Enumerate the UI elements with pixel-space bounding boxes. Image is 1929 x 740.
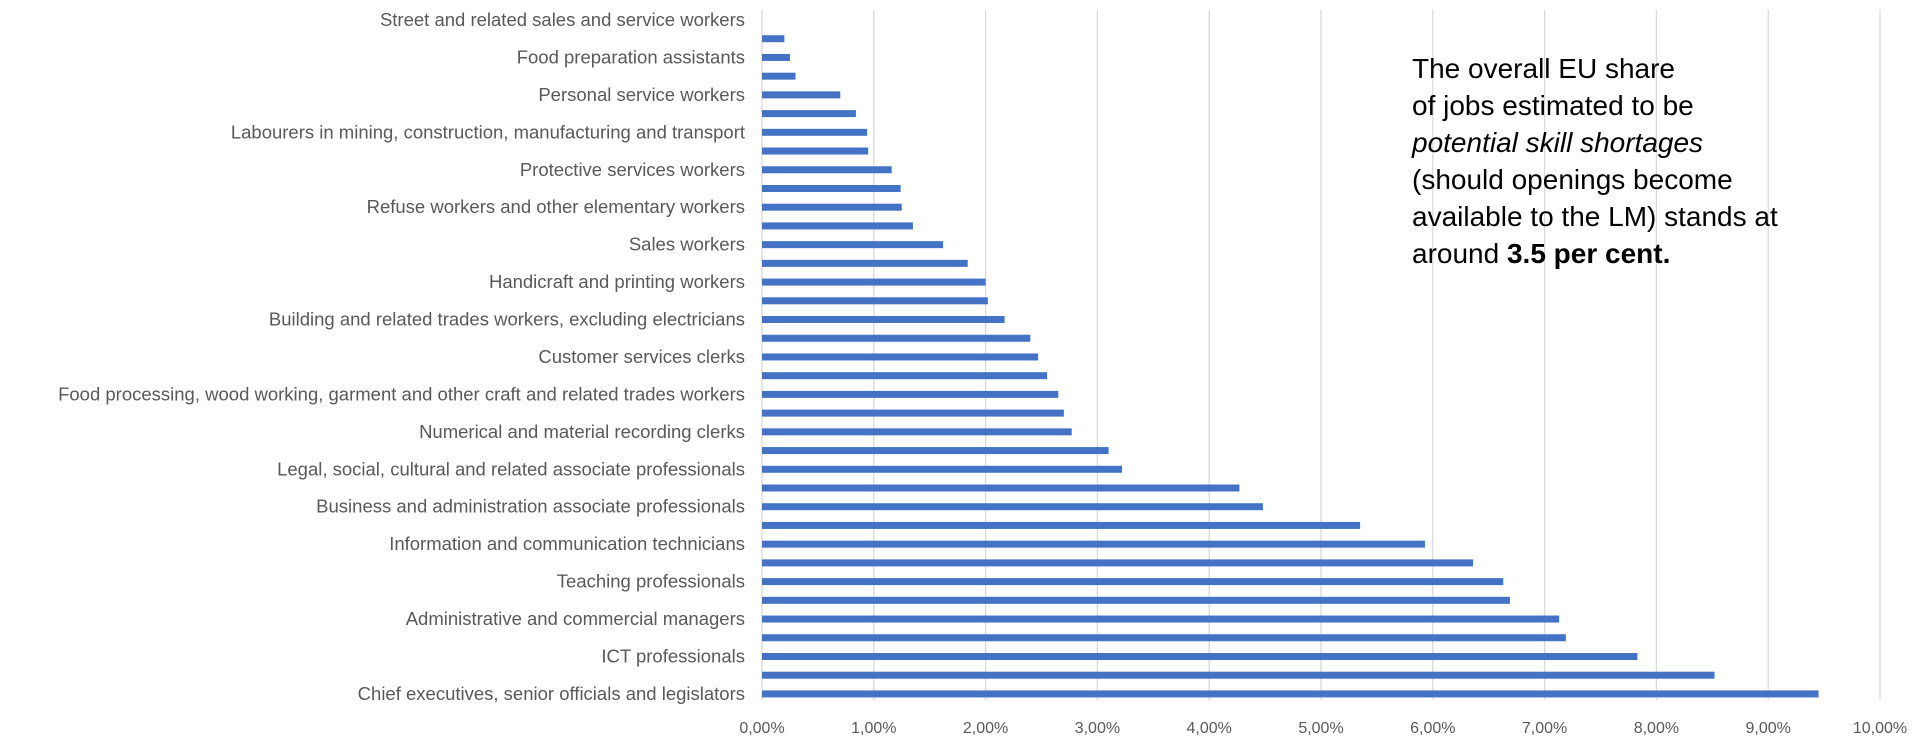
bar	[762, 110, 856, 118]
bar	[762, 147, 869, 155]
x-tick-label: 7,00%	[1522, 720, 1567, 737]
bar	[762, 540, 1425, 548]
category-label: Food preparation assistants	[517, 46, 745, 67]
bar	[762, 166, 892, 174]
category-label: Labourers in mining, construction, manuf…	[231, 121, 745, 142]
category-label: Protective services workers	[520, 159, 745, 180]
category-label: Sales workers	[629, 234, 745, 255]
category-label: Street and related sales and service wor…	[380, 9, 745, 30]
bar	[762, 596, 1510, 604]
x-tick-label: 5,00%	[1298, 720, 1343, 737]
bar	[762, 634, 1566, 642]
category-label: Food processing, wood working, garment a…	[58, 383, 745, 404]
bar	[762, 503, 1263, 511]
category-label: Refuse workers and other elementary work…	[367, 196, 745, 217]
x-tick-label: 10,00%	[1853, 720, 1907, 737]
bar	[762, 690, 1819, 698]
category-label: Legal, social, cultural and related asso…	[277, 458, 745, 479]
x-tick-label: 2,00%	[963, 720, 1008, 737]
category-label: Information and communication technician…	[389, 533, 745, 554]
category-label: Chief executives, senior officials and l…	[358, 683, 745, 704]
x-tick-label: 0,00%	[739, 720, 784, 737]
bar	[762, 372, 1048, 380]
category-label: Handicraft and printing workers	[489, 271, 745, 292]
chart-annotation: The overall EU share of jobs estimated t…	[1412, 50, 1882, 272]
bar	[762, 334, 1031, 342]
bar	[762, 316, 1005, 324]
annotation-line-4: (should openings become	[1412, 164, 1733, 195]
annotation-line-6-prefix: around	[1412, 238, 1507, 269]
category-labels: Street and related sales and service wor…	[58, 9, 745, 704]
category-label: Administrative and commercial managers	[406, 608, 745, 629]
bar	[762, 578, 1504, 586]
x-tick-label: 1,00%	[851, 720, 896, 737]
bar	[762, 484, 1240, 492]
bar	[762, 278, 986, 286]
x-tick-label: 3,00%	[1075, 720, 1120, 737]
category-label: Personal service workers	[538, 84, 745, 105]
bar	[762, 35, 785, 43]
bar	[762, 72, 796, 80]
category-label: Numerical and material recording clerks	[419, 421, 745, 442]
x-axis-tick-labels: 0,00% 1,00% 2,00% 3,00% 4,00% 5,00% 6,00% 7,00%…	[739, 720, 1907, 737]
bar	[762, 128, 868, 136]
bar	[762, 390, 1059, 398]
category-label: Business and administration associate pr…	[316, 496, 745, 517]
category-label: Teaching professionals	[557, 571, 745, 592]
annotation-bold-value: 3.5 per cent.	[1506, 238, 1671, 269]
annotation-line-6: around 3.5 per cent.	[1412, 235, 1882, 272]
bar	[762, 353, 1039, 361]
bars	[762, 35, 1819, 698]
x-tick-label: 4,00%	[1187, 720, 1232, 737]
gridlines	[761, 10, 1881, 700]
annotation-italic-text: potential skill shortages	[1412, 127, 1704, 158]
bar	[762, 91, 841, 99]
bar	[762, 203, 902, 211]
x-tick-label: 9,00%	[1746, 720, 1791, 737]
bar	[762, 428, 1072, 436]
bar	[762, 521, 1361, 529]
bar	[762, 671, 1715, 679]
bar	[762, 652, 1638, 660]
annotation-line-5: available to the LM) stands at	[1412, 201, 1778, 232]
bar	[762, 409, 1064, 417]
annotation-line-1: The overall EU share	[1412, 53, 1676, 84]
bar	[762, 615, 1560, 623]
annotation-line-2: of jobs estimated to be	[1412, 90, 1694, 121]
category-label: ICT professionals	[601, 645, 745, 666]
bar	[762, 465, 1122, 473]
category-label: Building and related trades workers, exc…	[269, 309, 745, 330]
bar	[762, 297, 988, 305]
bar	[762, 447, 1109, 455]
bar	[762, 241, 944, 249]
x-tick-label: 8,00%	[1634, 720, 1679, 737]
bar	[762, 259, 968, 267]
bar	[762, 184, 901, 192]
x-tick-label: 6,00%	[1410, 720, 1455, 737]
category-label: Customer services clerks	[538, 346, 745, 367]
bar	[762, 222, 913, 230]
bar	[762, 53, 790, 61]
annotation-line-3: potential skill shortages	[1412, 124, 1882, 161]
bar	[762, 559, 1474, 567]
